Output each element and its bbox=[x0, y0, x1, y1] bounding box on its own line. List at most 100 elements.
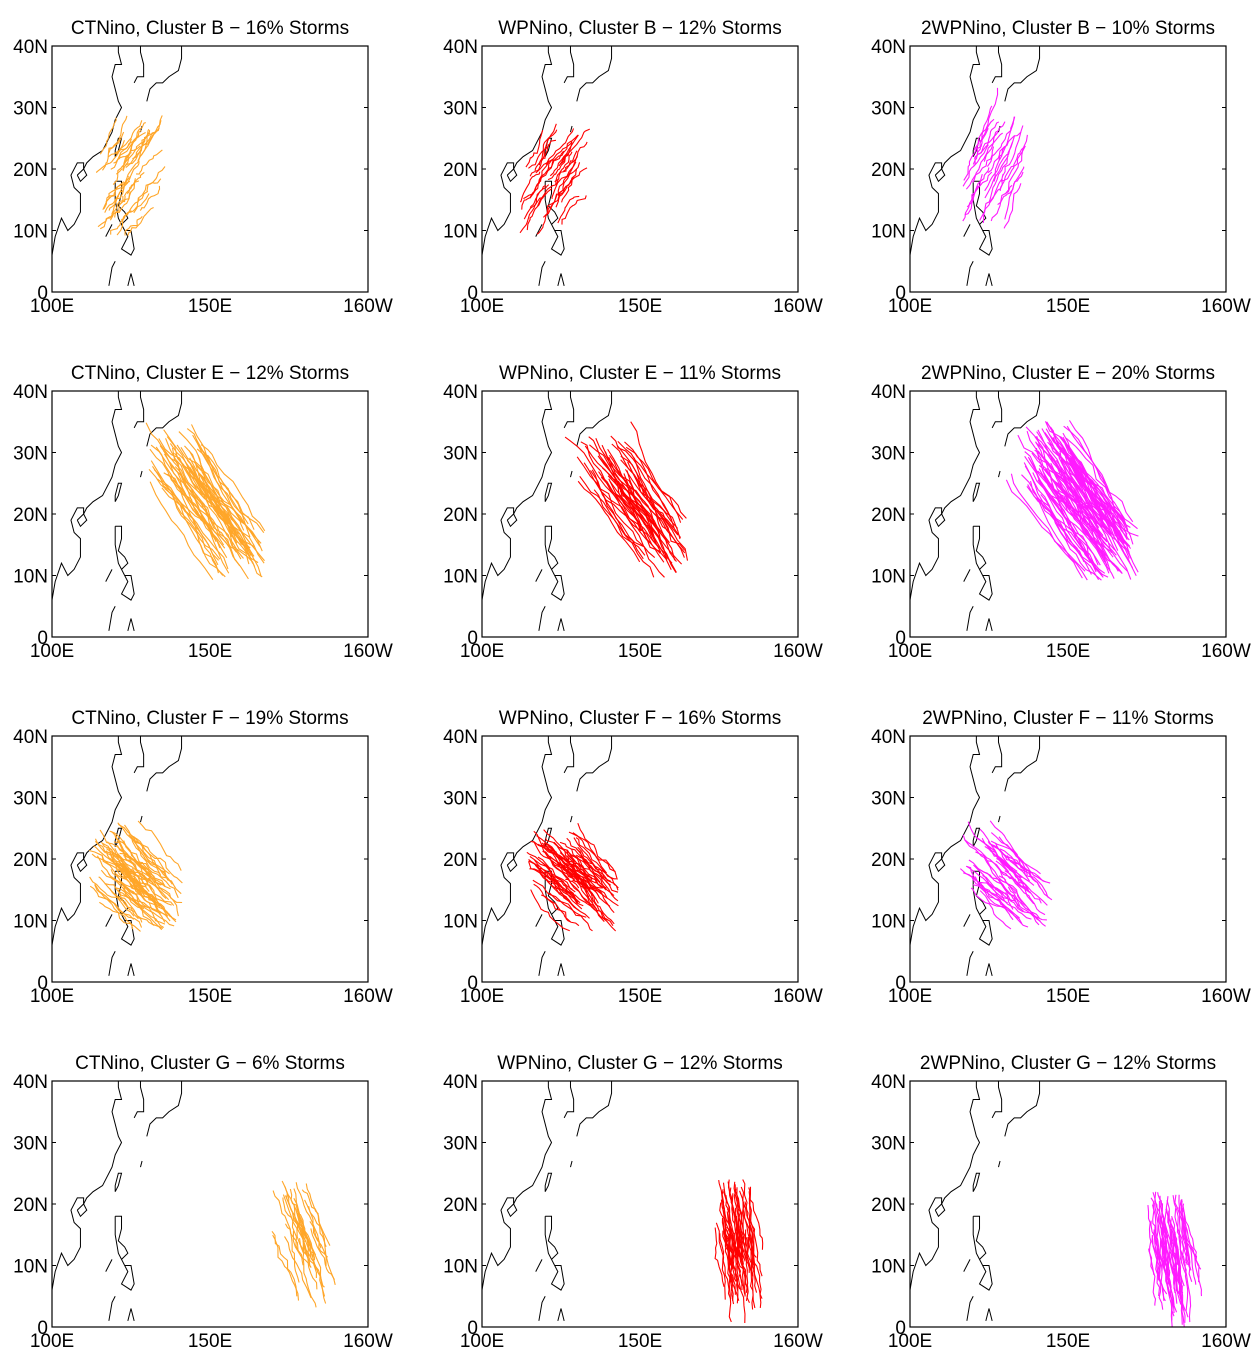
x-tick-label: 100E bbox=[460, 1331, 504, 1352]
storm-track bbox=[139, 185, 161, 211]
storm-tracks bbox=[714, 1179, 764, 1323]
storm-track bbox=[190, 424, 255, 530]
y-tick-label: 0 bbox=[467, 283, 478, 304]
storm-track bbox=[96, 855, 138, 905]
storm-track bbox=[131, 835, 171, 882]
storm-track bbox=[99, 117, 117, 155]
storm-track bbox=[715, 1222, 732, 1300]
storm-track bbox=[559, 841, 601, 883]
storm-track bbox=[89, 876, 135, 917]
storm-tracks bbox=[962, 87, 1028, 229]
storm-track bbox=[137, 166, 166, 202]
storm-track bbox=[564, 436, 642, 528]
storm-track bbox=[549, 892, 593, 932]
storm-track bbox=[726, 1229, 734, 1301]
plot-frame bbox=[51, 45, 369, 293]
storm-track bbox=[536, 835, 578, 876]
storm-track bbox=[133, 178, 162, 214]
storm-track bbox=[964, 839, 1009, 894]
storm-tracks bbox=[1005, 420, 1139, 581]
storm-track bbox=[1170, 1231, 1184, 1294]
storm-track bbox=[537, 178, 559, 207]
panel-title: WPNino, Cluster G − 12% Storms bbox=[497, 1053, 783, 1074]
storm-tracks bbox=[145, 422, 266, 580]
storm-track bbox=[88, 849, 137, 889]
storm-track bbox=[110, 869, 148, 908]
storm-track bbox=[607, 448, 657, 545]
storm-track bbox=[197, 454, 252, 556]
x-tick-label: 150E bbox=[188, 986, 232, 1007]
y-tick-label: 10N bbox=[443, 1257, 478, 1278]
storm-track bbox=[1010, 473, 1086, 572]
y-tick-label: 30N bbox=[443, 444, 478, 465]
y-tick-label: 30N bbox=[13, 99, 48, 120]
plot-frame bbox=[481, 45, 799, 293]
y-tick-label: 20N bbox=[871, 160, 906, 181]
x-tick-label: 150E bbox=[618, 986, 662, 1007]
storm-track bbox=[528, 139, 557, 169]
storm-track bbox=[525, 130, 544, 168]
map-panel: CTNino, Cluster E − 12% Storms 0 10N 20N 30N… bbox=[13, 363, 393, 662]
storm-track bbox=[139, 115, 163, 157]
coastline bbox=[482, 391, 613, 631]
x-tick-label: 100E bbox=[460, 296, 504, 317]
plot-frame bbox=[481, 1080, 799, 1328]
storm-track bbox=[973, 87, 999, 151]
x-tick-label: 160W bbox=[773, 986, 823, 1007]
storm-track bbox=[287, 1194, 314, 1262]
storm-track bbox=[962, 174, 983, 222]
storm-track bbox=[547, 154, 570, 181]
y-tick-label: 10N bbox=[443, 912, 478, 933]
storm-track bbox=[542, 186, 568, 218]
storm-track bbox=[1021, 474, 1088, 581]
panel-title: 2WPNino, Cluster G − 12% Storms bbox=[920, 1053, 1216, 1074]
storm-track bbox=[117, 839, 157, 888]
y-tick-label: 20N bbox=[13, 1195, 48, 1216]
storm-track bbox=[967, 821, 1010, 873]
storm-track bbox=[94, 884, 134, 930]
storm-track bbox=[988, 151, 1010, 202]
storm-track bbox=[1184, 1228, 1203, 1297]
y-tick-label: 30N bbox=[871, 444, 906, 465]
storm-track bbox=[293, 1204, 316, 1261]
storm-track bbox=[134, 859, 183, 904]
map-panel: WPNino, Cluster E − 11% Storms 0 10N 20N 30N… bbox=[443, 363, 823, 662]
map-panel: 2WPNino, Cluster E − 20% Storms 0 10N 20N 30… bbox=[871, 363, 1251, 662]
storm-track bbox=[972, 884, 1029, 928]
storm-track bbox=[301, 1227, 326, 1297]
x-tick-label: 160W bbox=[773, 1331, 823, 1352]
storm-track bbox=[119, 178, 136, 204]
storm-track bbox=[1024, 465, 1095, 567]
storm-track bbox=[272, 1234, 300, 1301]
storm-track bbox=[1065, 445, 1128, 541]
storm-track bbox=[973, 105, 993, 160]
storm-track bbox=[96, 139, 125, 173]
x-tick-label: 160W bbox=[1201, 1331, 1251, 1352]
coastline bbox=[482, 46, 613, 286]
x-tick-label: 100E bbox=[30, 1331, 74, 1352]
y-tick-label: 40N bbox=[443, 382, 478, 403]
x-tick-label: 160W bbox=[343, 296, 393, 317]
storm-track bbox=[1159, 1217, 1172, 1292]
storm-track bbox=[198, 472, 262, 577]
x-tick-label: 160W bbox=[343, 986, 393, 1007]
storm-track bbox=[309, 1221, 336, 1286]
storm-track bbox=[115, 160, 140, 200]
storm-track bbox=[186, 428, 249, 525]
storm-track bbox=[310, 1228, 335, 1281]
storm-track bbox=[292, 1230, 318, 1290]
storm-track bbox=[965, 865, 1004, 906]
coastline bbox=[910, 736, 1041, 976]
y-tick-label: 20N bbox=[871, 505, 906, 526]
coastline bbox=[910, 1081, 1041, 1321]
storm-track bbox=[109, 850, 150, 892]
storm-track bbox=[1034, 436, 1094, 544]
y-tick-label: 10N bbox=[871, 567, 906, 588]
storm-track bbox=[745, 1236, 750, 1293]
storm-track bbox=[990, 184, 1013, 222]
storm-track bbox=[583, 462, 653, 546]
storm-track bbox=[123, 840, 166, 887]
y-tick-label: 20N bbox=[871, 1195, 906, 1216]
y-tick-label: 40N bbox=[871, 382, 906, 403]
